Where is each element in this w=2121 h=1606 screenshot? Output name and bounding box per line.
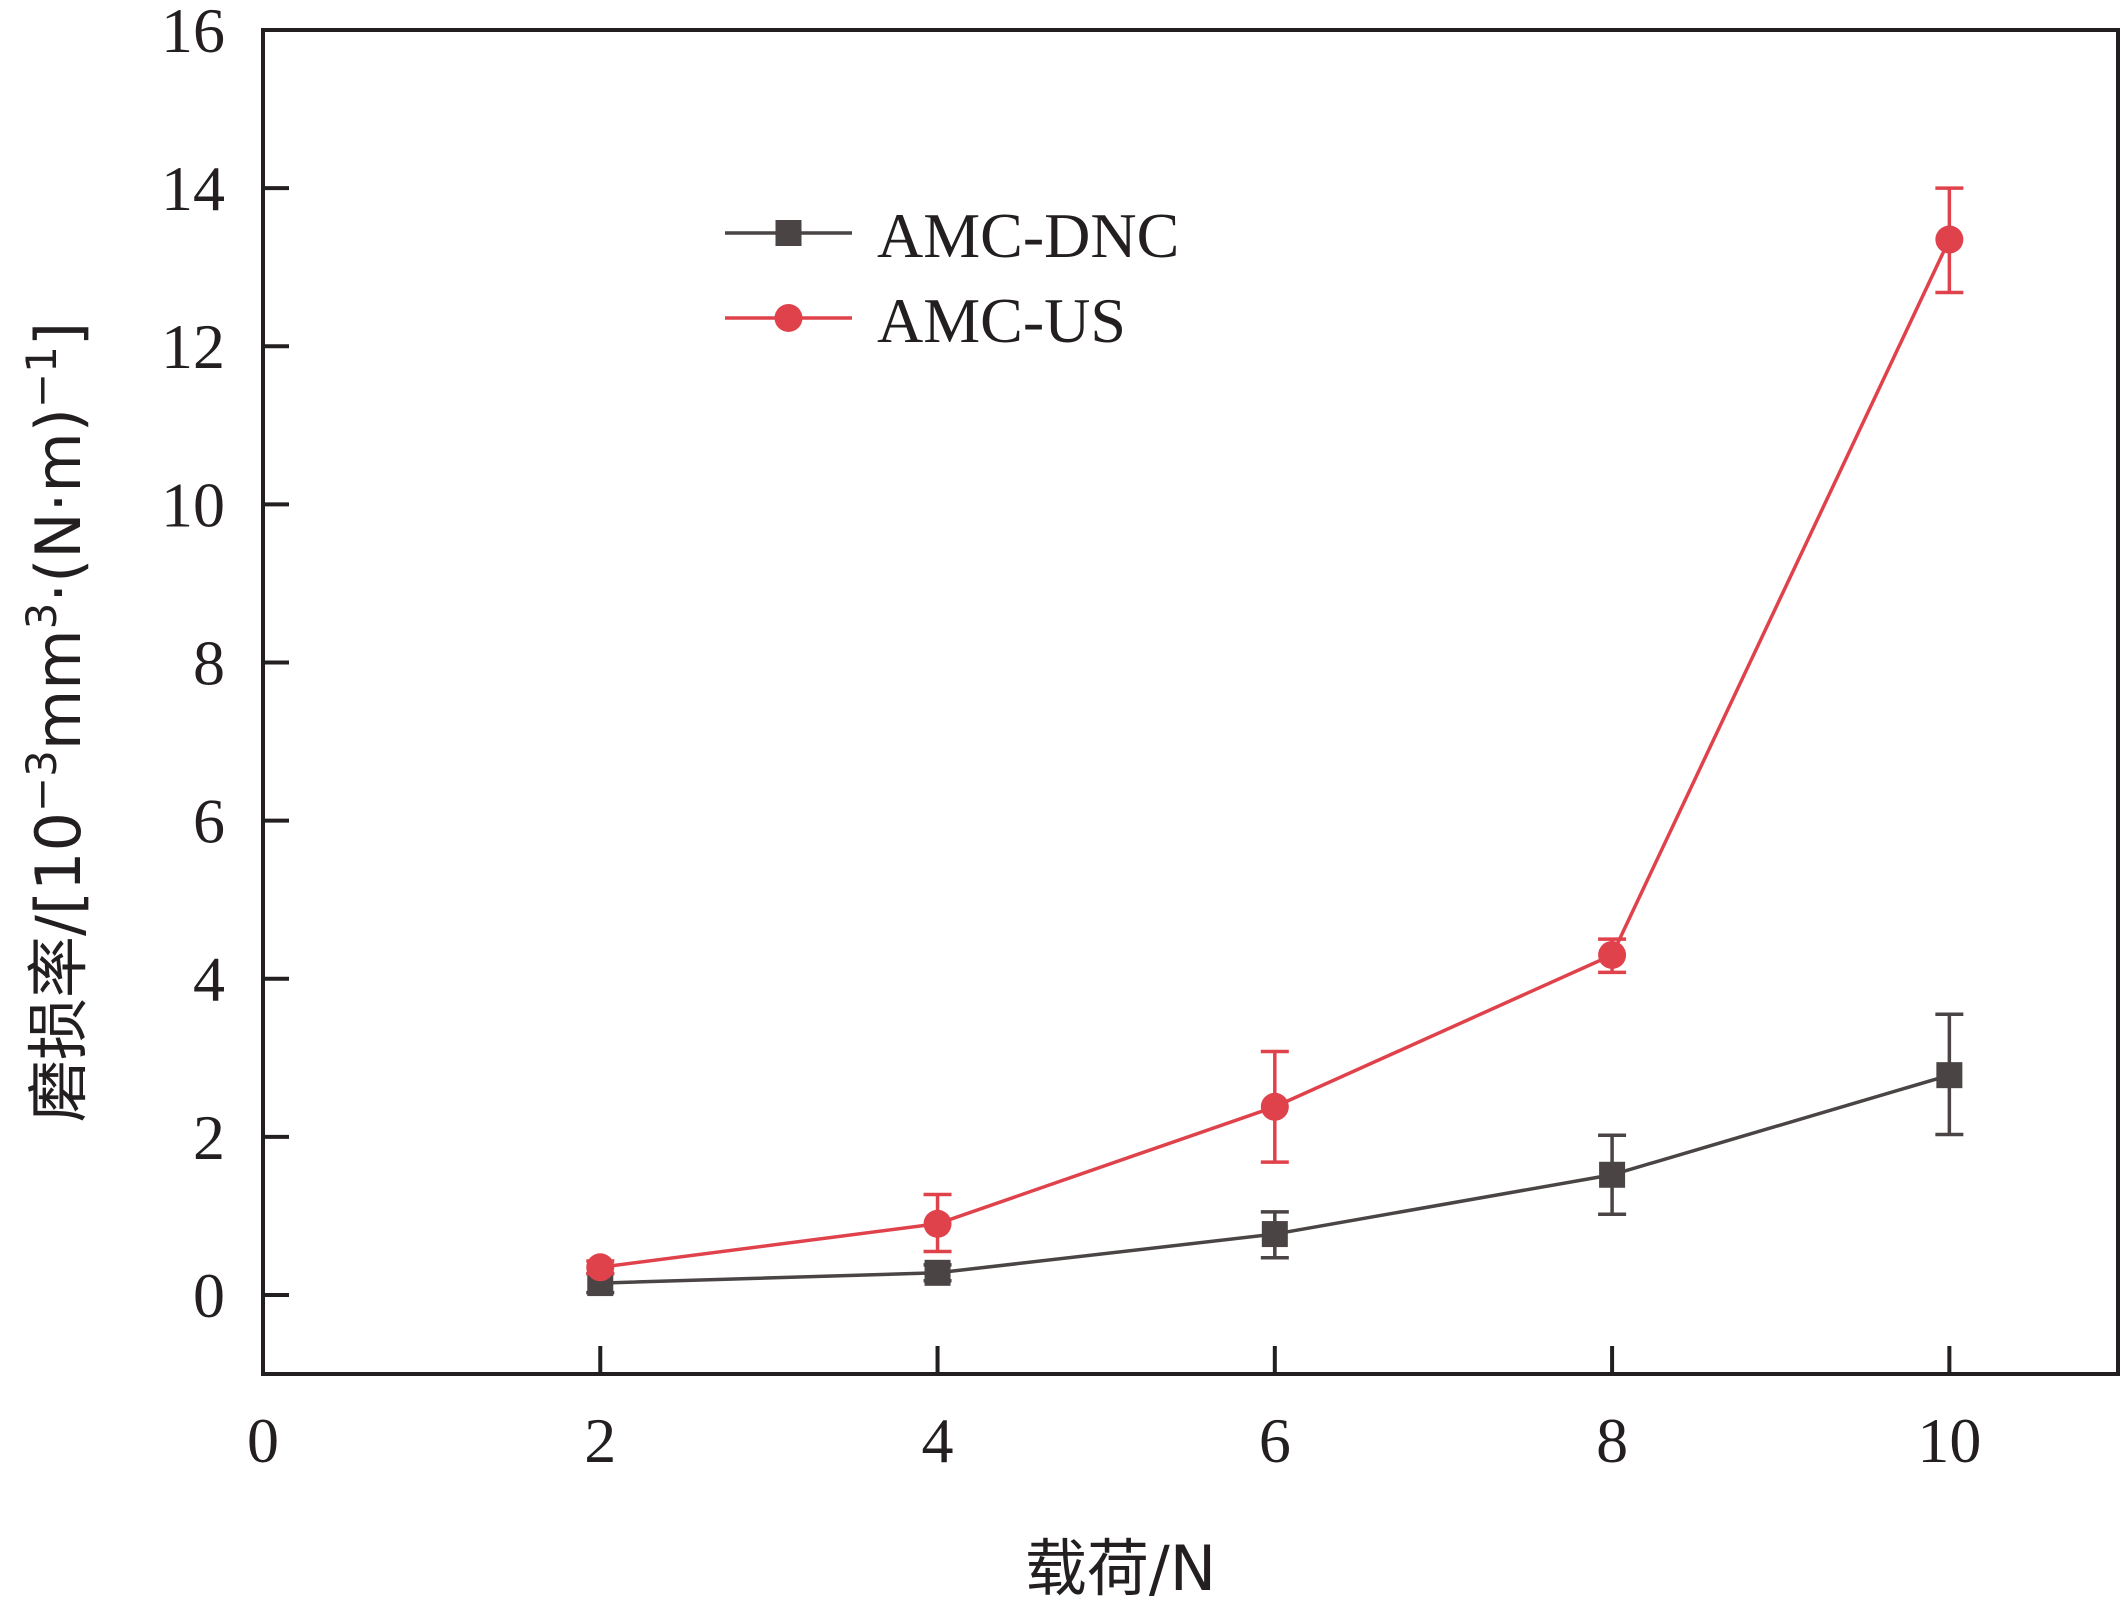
y-axis-title-mid: mm: [22, 629, 95, 750]
x-tick-label: 10: [1917, 1405, 1981, 1476]
x-tick-label: 6: [1259, 1405, 1291, 1476]
data-point: [1598, 940, 1627, 969]
legend-label-amc-dnc: AMC-DNC: [877, 200, 1179, 271]
data-point: [586, 1253, 615, 1282]
legend-marker-amc-dnc: [775, 220, 802, 246]
data-point: [1936, 1062, 1963, 1089]
y-axis-title-suffix: ·(N·m): [22, 408, 95, 603]
y-axis-title-sup1: −3: [17, 750, 66, 812]
legend: AMC-DNC AMC-US: [725, 200, 1179, 356]
y-axis-title-sup2: 3: [17, 603, 66, 630]
series-layer: [586, 186, 1964, 1297]
y-tick-label: 2: [193, 1102, 225, 1173]
data-point: [1261, 1221, 1288, 1248]
data-point: [1935, 225, 1964, 254]
y-tick-label: 14: [161, 153, 225, 224]
y-tick-label: 12: [161, 311, 225, 382]
legend-label-amc-us: AMC-US: [877, 285, 1126, 356]
legend-marker-amc-us: [774, 304, 803, 332]
y-axis-title-close: ]: [22, 322, 95, 346]
x-tick-label: 0: [247, 1405, 279, 1476]
y-tick-label: 6: [193, 786, 225, 857]
data-point: [924, 1259, 951, 1286]
y-tick-label: 4: [193, 944, 225, 1015]
data-point: [1599, 1161, 1626, 1188]
data-point: [923, 1209, 952, 1238]
y-axis-title-prefix: 磨损率/[10: [22, 812, 95, 1122]
x-axis-title: 载荷/N: [1025, 1532, 1216, 1605]
y-tick-label: 16: [161, 0, 225, 66]
y-axis-title: 磨损率/[10−3mm3·(N·m)−1]: [17, 322, 95, 1122]
y-tick-label: 10: [161, 469, 225, 540]
plot-frame: [261, 28, 2120, 1376]
series-amc-us: [586, 186, 1964, 1282]
y-tick-label: 0: [193, 1260, 225, 1331]
x-tick-label: 2: [584, 1405, 616, 1476]
plot-area: [261, 28, 2120, 1376]
x-tick-label: 4: [922, 1405, 954, 1476]
x-tick-label: 8: [1596, 1405, 1628, 1476]
axes: 0 2 4 6 8 10 0 2 4 6 8 10 12 14 16: [161, 0, 1981, 1476]
y-axis-title-sup3: −1: [17, 346, 66, 408]
y-tick-label: 8: [193, 627, 225, 698]
data-point: [1260, 1092, 1289, 1121]
